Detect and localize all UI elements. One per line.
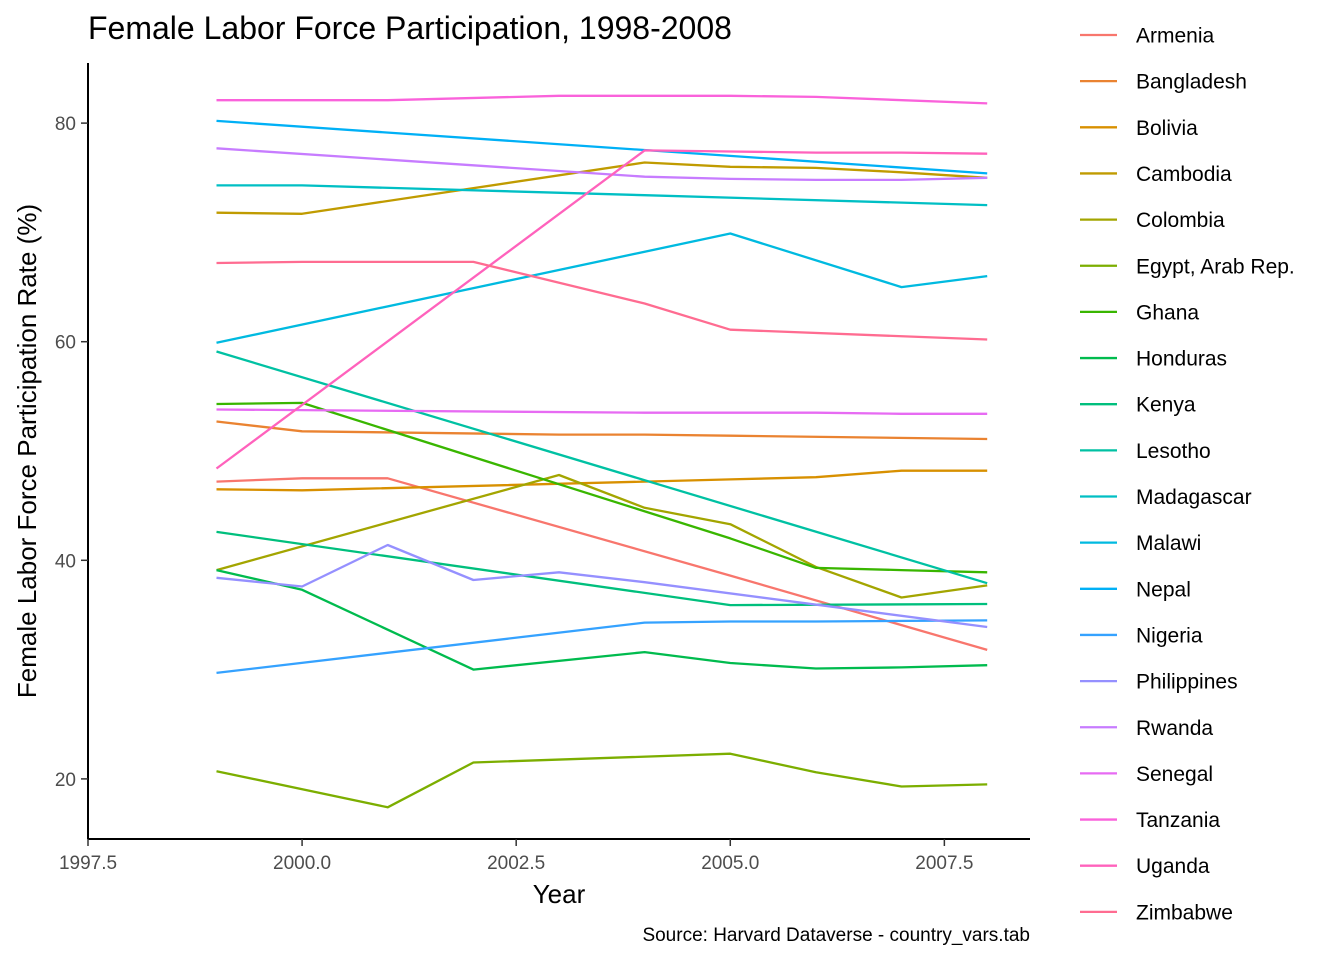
legend-item-zimbabwe: Zimbabwe xyxy=(1080,901,1233,924)
legend-item-uganda: Uganda xyxy=(1080,855,1210,878)
legend-item-nigeria: Nigeria xyxy=(1080,624,1203,647)
series-line-colombia xyxy=(216,473,988,599)
x-tick-label: 2002.5 xyxy=(487,853,545,874)
legend-label: Bolivia xyxy=(1136,117,1198,140)
legend-label: Egypt, Arab Rep. xyxy=(1136,255,1295,278)
series-line-philippines xyxy=(216,543,988,629)
legend-item-ghana: Ghana xyxy=(1080,301,1199,324)
series-line-cambodia xyxy=(216,161,988,215)
legend-item-kenya: Kenya xyxy=(1080,394,1196,417)
legend-item-egypt-arab-rep: Egypt, Arab Rep. xyxy=(1080,255,1295,278)
series-line-rwanda xyxy=(216,147,988,182)
legend-label: Nigeria xyxy=(1136,624,1203,647)
legend-item-colombia: Colombia xyxy=(1080,209,1225,232)
series-line-senegal xyxy=(216,408,988,415)
legend-item-malawi: Malawi xyxy=(1080,532,1201,555)
legend-label: Bangladesh xyxy=(1136,71,1247,94)
y-ticks: 20 40 60 80 xyxy=(55,114,88,791)
x-ticks: 1997.5 2000.0 2002.5 2005.0 2007.5 xyxy=(59,839,973,874)
series-line-lesotho xyxy=(216,350,988,585)
legend-label: Honduras xyxy=(1136,348,1227,371)
legend-label: Kenya xyxy=(1136,394,1196,417)
legend-label: Armenia xyxy=(1136,25,1215,48)
legend-label: Philippines xyxy=(1136,671,1238,694)
y-tick-label: 60 xyxy=(55,333,76,354)
series-line-egypt-arab-rep xyxy=(216,752,988,809)
legend-item-senegal: Senegal xyxy=(1080,763,1213,786)
legend-label: Senegal xyxy=(1136,763,1213,786)
legend: Armenia Bangladesh Bolivia Cambodia Colombia… xyxy=(1080,25,1295,924)
legend-label: Malawi xyxy=(1136,532,1201,555)
legend-label: Lesotho xyxy=(1136,440,1211,463)
chart-title: Female Labor Force Participation, 1998-2… xyxy=(88,10,732,46)
legend-label: Colombia xyxy=(1136,209,1225,232)
legend-item-tanzania: Tanzania xyxy=(1080,809,1220,832)
legend-item-philippines: Philippines xyxy=(1080,671,1238,694)
legend-label: Zimbabwe xyxy=(1136,901,1233,924)
legend-label: Madagascar xyxy=(1136,486,1252,509)
series-line-kenya xyxy=(216,530,988,607)
x-tick-label: 2005.0 xyxy=(701,853,759,874)
plot-lines xyxy=(215,94,988,809)
legend-item-rwanda: Rwanda xyxy=(1080,717,1213,740)
series-line-malawi xyxy=(216,232,988,344)
x-axis-title: Year xyxy=(533,879,586,909)
series-line-ghana xyxy=(216,401,988,574)
series-line-tanzania xyxy=(216,94,988,105)
series-line-nigeria xyxy=(216,619,988,675)
legend-item-lesotho: Lesotho xyxy=(1080,440,1211,463)
series-line-uganda xyxy=(215,149,988,470)
series-line-bangladesh xyxy=(216,420,988,441)
series-line-zimbabwe xyxy=(216,260,988,341)
series-line-armenia xyxy=(216,477,988,652)
legend-label: Nepal xyxy=(1136,578,1191,601)
y-tick-label: 20 xyxy=(55,770,76,791)
legend-item-cambodia: Cambodia xyxy=(1080,163,1232,186)
series-line-nepal xyxy=(216,119,988,175)
series-line-bolivia xyxy=(216,469,988,492)
x-tick-label: 2000.0 xyxy=(273,853,331,874)
y-axis-title: Female Labor Force Participation Rate (%… xyxy=(12,204,42,698)
y-tick-label: 80 xyxy=(55,114,76,135)
legend-label: Ghana xyxy=(1136,301,1199,324)
legend-item-armenia: Armenia xyxy=(1080,25,1215,48)
x-tick-label: 2007.5 xyxy=(915,853,973,874)
series-line-madagascar xyxy=(216,184,988,207)
legend-item-bangladesh: Bangladesh xyxy=(1080,71,1247,94)
legend-label: Uganda xyxy=(1136,855,1210,878)
legend-item-nepal: Nepal xyxy=(1080,578,1191,601)
source-caption: Source: Harvard Dataverse - country_vars… xyxy=(642,925,1030,946)
series-line-honduras xyxy=(216,568,988,671)
legend-label: Rwanda xyxy=(1136,717,1213,740)
legend-item-madagascar: Madagascar xyxy=(1080,486,1252,509)
legend-label: Tanzania xyxy=(1136,809,1220,832)
legend-label: Cambodia xyxy=(1136,163,1232,186)
y-tick-label: 40 xyxy=(55,551,76,572)
x-tick-label: 1997.5 xyxy=(59,853,117,874)
legend-item-bolivia: Bolivia xyxy=(1080,117,1198,140)
legend-item-honduras: Honduras xyxy=(1080,348,1227,371)
